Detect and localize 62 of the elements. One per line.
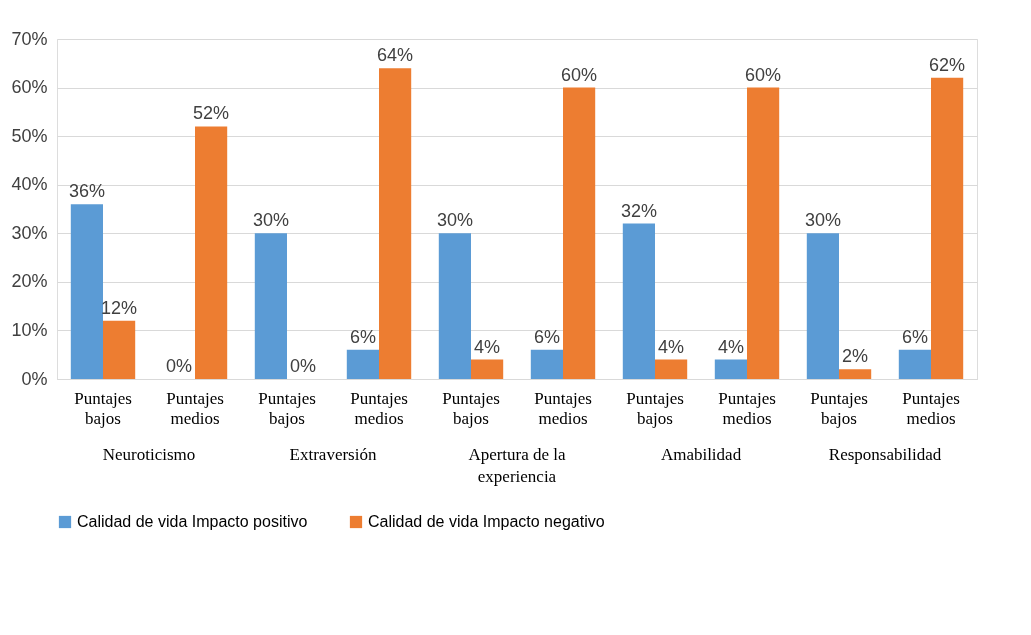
y-tick-label: 10% xyxy=(11,319,48,340)
text: Neuroticismo xyxy=(102,445,196,464)
text: Amabilidad xyxy=(660,445,742,464)
data-label: 64% xyxy=(377,45,414,66)
x-tick-label: Puntajes medios xyxy=(718,389,776,428)
data-label: 52% xyxy=(193,103,230,124)
bar xyxy=(438,233,471,379)
bar xyxy=(530,349,563,379)
data-label: 0% xyxy=(165,356,192,376)
bar xyxy=(714,359,747,379)
bar xyxy=(103,320,136,379)
data-label: 62% xyxy=(929,54,966,75)
x-tick-label: Puntajes medios xyxy=(534,389,592,428)
data-label: 6% xyxy=(533,326,560,347)
data-label: 4% xyxy=(474,336,501,357)
data-label: 30% xyxy=(804,210,841,231)
legend-label: Calidad de vida Impacto positivo xyxy=(77,513,308,530)
bar xyxy=(563,87,596,379)
bar xyxy=(655,359,688,379)
bar xyxy=(747,87,780,379)
bar xyxy=(931,77,964,379)
data-label: 6% xyxy=(349,326,376,347)
data-label: 60% xyxy=(561,64,598,85)
bar xyxy=(898,349,931,379)
bar xyxy=(806,233,839,379)
text: Extraversión xyxy=(289,445,377,464)
data-label: 4% xyxy=(717,336,744,357)
x-tick-label: Puntajes bajos xyxy=(442,389,500,428)
data-label: 60% xyxy=(745,64,782,85)
y-tick-label: 40% xyxy=(11,174,48,195)
text: Responsabilidad xyxy=(828,445,942,464)
bar xyxy=(254,233,287,379)
y-tick-label: 70% xyxy=(11,28,48,49)
y-tick-label: 50% xyxy=(11,125,48,146)
y-tick-label: 60% xyxy=(11,77,48,98)
x-tick-label: Puntajes bajos xyxy=(810,389,868,428)
x-tick-label: Puntajes medios xyxy=(350,389,408,428)
data-label: 0% xyxy=(290,356,317,376)
data-label: 4% xyxy=(658,336,685,357)
x-tick-label: Puntajes medios xyxy=(902,389,960,428)
x-tick-label: Puntajes bajos xyxy=(74,389,132,428)
bar xyxy=(195,126,228,379)
legend-label: Calidad de vida Impacto negativo xyxy=(368,513,605,530)
data-label: 32% xyxy=(620,200,657,221)
x-tick-label: Puntajes bajos xyxy=(258,389,316,428)
data-label: 6% xyxy=(901,326,928,347)
bar xyxy=(471,359,504,379)
bar xyxy=(346,349,379,379)
data-label: 30% xyxy=(252,210,289,231)
bar xyxy=(379,68,412,379)
data-label: 36% xyxy=(68,181,105,202)
data-label: 2% xyxy=(842,346,869,367)
data-label: 30% xyxy=(436,210,473,231)
x-tick-label: Puntajes medios xyxy=(166,389,224,428)
text: Apertura de la experiencia xyxy=(468,445,567,486)
bar xyxy=(622,223,655,379)
bar xyxy=(70,204,103,379)
y-tick-label: 20% xyxy=(11,271,48,292)
y-tick-label: 0% xyxy=(21,368,48,389)
y-tick-label: 30% xyxy=(11,222,48,243)
x-tick-label: Puntajes bajos xyxy=(626,389,684,428)
bar xyxy=(839,369,872,379)
